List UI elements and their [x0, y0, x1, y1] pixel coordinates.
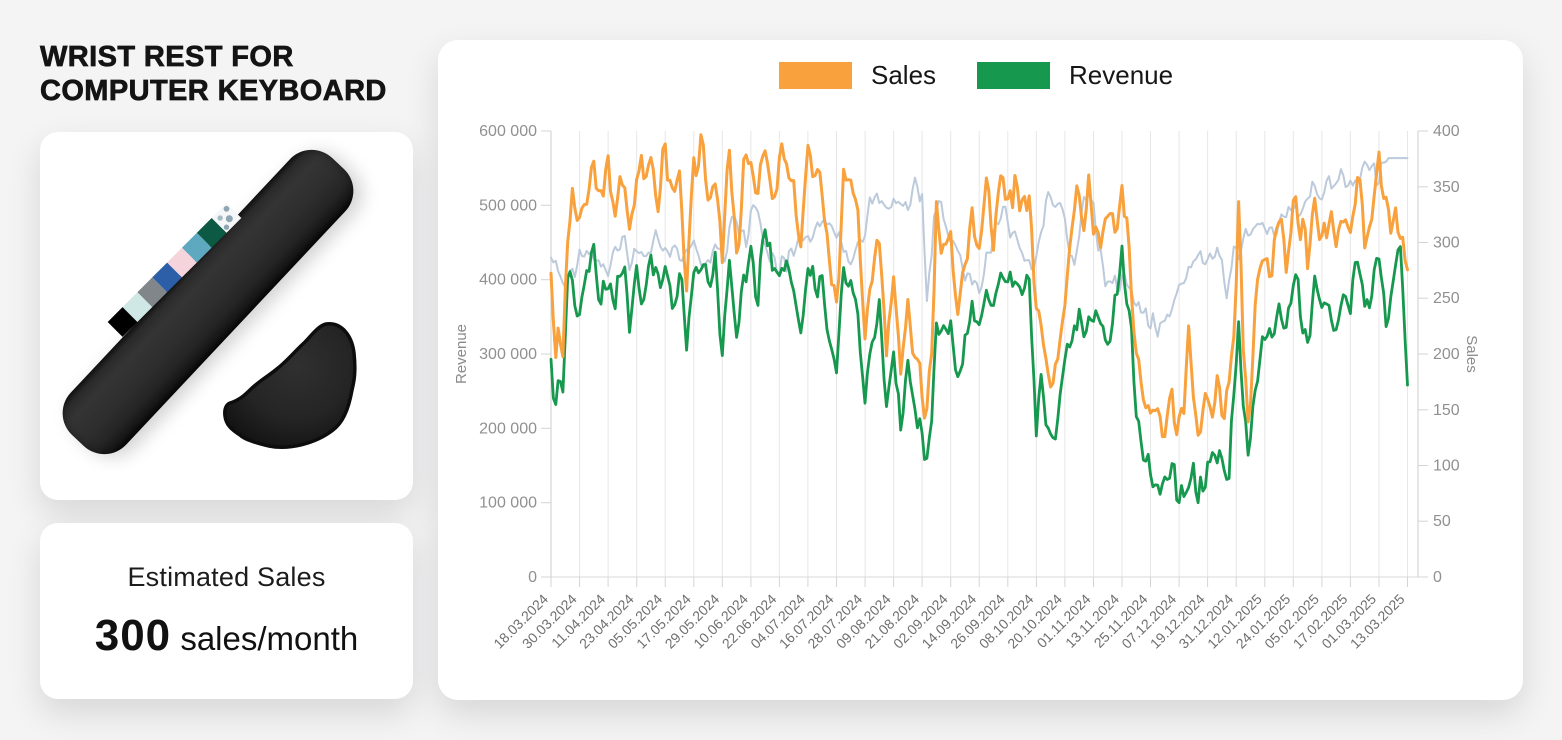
svg-text:Sales: Sales [1463, 335, 1480, 373]
svg-text:200 000: 200 000 [479, 420, 537, 437]
svg-text:0: 0 [1433, 569, 1442, 586]
svg-text:100: 100 [1433, 458, 1460, 475]
svg-text:300: 300 [1433, 235, 1460, 252]
svg-text:400 000: 400 000 [479, 272, 537, 289]
svg-text:150: 150 [1433, 402, 1460, 419]
svg-text:50: 50 [1433, 513, 1451, 530]
svg-text:200: 200 [1433, 346, 1460, 363]
svg-text:Revenue: Revenue [453, 324, 470, 384]
svg-text:400: 400 [1433, 123, 1460, 140]
svg-text:0: 0 [528, 569, 537, 586]
svg-text:100 000: 100 000 [479, 495, 537, 512]
svg-text:300 000: 300 000 [479, 346, 537, 363]
svg-text:250: 250 [1433, 290, 1460, 307]
svg-text:500 000: 500 000 [479, 197, 537, 214]
svg-text:600 000: 600 000 [479, 123, 537, 140]
svg-text:350: 350 [1433, 179, 1460, 196]
